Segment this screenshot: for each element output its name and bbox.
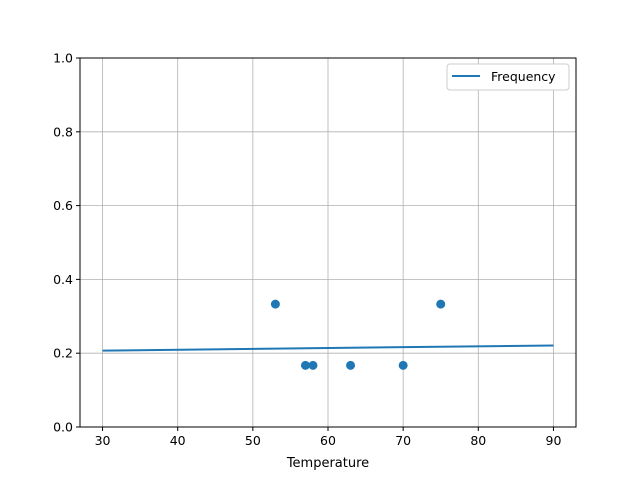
- legend-box: [446, 63, 570, 91]
- x-tick-label: 80: [470, 433, 486, 448]
- y-tick-label: 0.2: [53, 346, 73, 361]
- scatter-point: [308, 360, 318, 370]
- y-tick-label: 0.4: [53, 272, 73, 287]
- x-tick-label: 50: [245, 433, 261, 448]
- y-tick-label: 0.0: [53, 420, 73, 435]
- x-tick-label: 40: [170, 433, 186, 448]
- scatter-point: [346, 360, 356, 370]
- marks: [102, 299, 554, 370]
- x-tick-label: 30: [95, 433, 111, 448]
- scatter-point: [300, 360, 310, 370]
- y-tick-label: 0.6: [53, 198, 73, 213]
- legend: Frequency: [446, 63, 570, 91]
- ticks: 30 40 50 60 70 80 90 0.0 0.2 0.4 0.6 0.8 1.0: [53, 51, 561, 449]
- y-tick-label: 1.0: [53, 51, 73, 66]
- legend-label: Frequency: [491, 69, 556, 84]
- x-tick-label: 90: [546, 433, 562, 448]
- x-tick-label: 70: [395, 433, 411, 448]
- scatter-point: [270, 299, 280, 309]
- scatter-point: [398, 360, 408, 370]
- y-tick-label: 0.8: [53, 124, 73, 139]
- x-axis-label: Temperature: [286, 456, 369, 471]
- series-line-frequency: [102, 344, 554, 352]
- scatter-point: [436, 299, 446, 309]
- grid: [80, 57, 576, 428]
- x-tick-label: 60: [320, 433, 336, 448]
